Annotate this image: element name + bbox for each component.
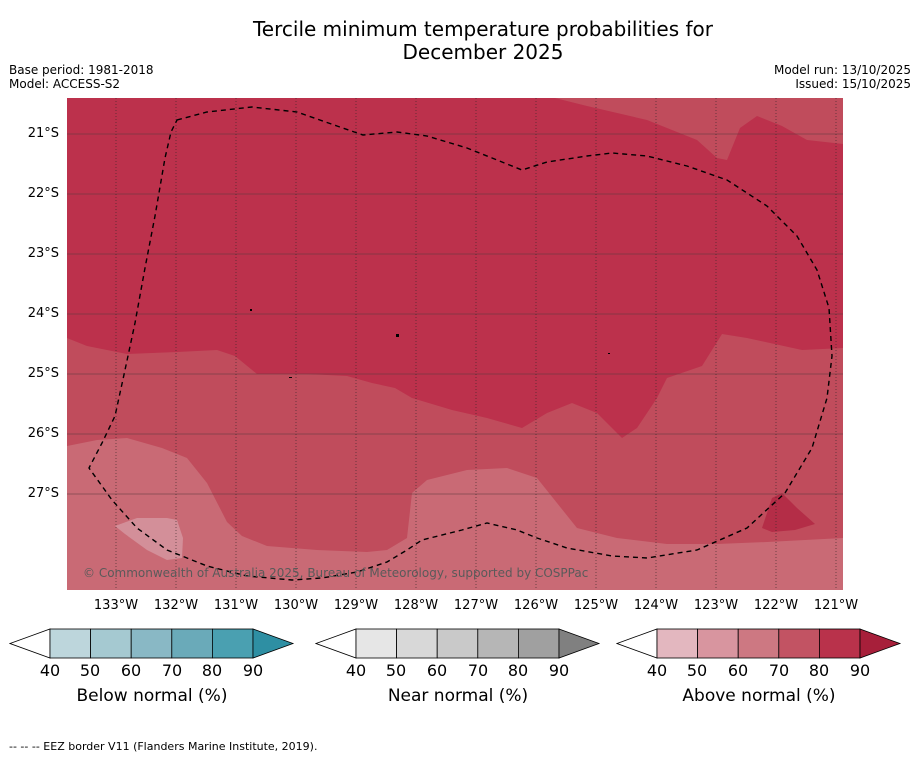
tick: 90 bbox=[242, 661, 264, 680]
colorbar-segment bbox=[737, 628, 780, 659]
tick: 80 bbox=[201, 661, 223, 680]
colorbar-near bbox=[315, 628, 601, 659]
lat-label: 21°S bbox=[27, 126, 59, 141]
colorbar-segment bbox=[477, 628, 519, 659]
eez-legend-note: -- -- -- EEZ border V11 (Flanders Marine… bbox=[9, 740, 318, 753]
colorbar-segment bbox=[49, 628, 91, 659]
eez-border bbox=[88, 106, 833, 581]
lat-label: 22°S bbox=[27, 186, 59, 201]
colorbar-extend-low bbox=[315, 628, 357, 659]
lat-label: 25°S bbox=[27, 366, 59, 381]
model-run: Model run: 13/10/2025 bbox=[773, 63, 911, 77]
title-line-1: Tercile minimum temperature probabilitie… bbox=[252, 17, 714, 41]
island-speck bbox=[396, 334, 399, 337]
colorbar-segment bbox=[656, 628, 698, 659]
tick: 40 bbox=[646, 661, 668, 680]
issued-date: Issued: 15/10/2025 bbox=[795, 77, 911, 91]
model-name: Model: ACCESS-S2 bbox=[9, 77, 121, 91]
colorbar-label-above: Above normal (%) bbox=[682, 686, 836, 706]
colorbar-segment bbox=[818, 628, 861, 659]
tick: 60 bbox=[120, 661, 142, 680]
colorbar-segment bbox=[436, 628, 479, 659]
tick: 70 bbox=[768, 661, 790, 680]
colorbar-below bbox=[9, 628, 295, 659]
colorbar-segment bbox=[355, 628, 397, 659]
lat-label: 23°S bbox=[27, 246, 59, 261]
colorbar-extend-low bbox=[616, 628, 658, 659]
lon-label: 121°W bbox=[813, 598, 859, 613]
lon-label: 131°W bbox=[213, 598, 259, 613]
tick: 80 bbox=[808, 661, 830, 680]
lon-label: 128°W bbox=[393, 598, 439, 613]
tick: 50 bbox=[686, 661, 708, 680]
lat-gridlines bbox=[67, 133, 843, 495]
base-period: Base period: 1981-2018 bbox=[9, 63, 154, 77]
colorbar-segment bbox=[90, 628, 132, 659]
lat-label: 26°S bbox=[27, 426, 59, 441]
tick: 50 bbox=[385, 661, 407, 680]
band-50-60 bbox=[115, 518, 183, 560]
colorbar-label-below: Below normal (%) bbox=[76, 686, 228, 706]
tick: 40 bbox=[39, 661, 61, 680]
lon-label: 130°W bbox=[273, 598, 319, 613]
colorbar-above bbox=[616, 628, 902, 659]
tick: 60 bbox=[727, 661, 749, 680]
tick: 70 bbox=[161, 661, 183, 680]
lat-label: 24°S bbox=[27, 306, 59, 321]
tick: 90 bbox=[849, 661, 871, 680]
colorbar-extend-high bbox=[859, 628, 902, 659]
lon-gridlines bbox=[115, 98, 837, 590]
lon-label: 127°W bbox=[453, 598, 499, 613]
lon-label: 126°W bbox=[513, 598, 559, 613]
meta-left: Base period: 1981-2018 Model: ACCESS-S2 bbox=[9, 63, 154, 91]
colorbar-segment bbox=[778, 628, 820, 659]
colorbar-segment bbox=[697, 628, 739, 659]
tick: 80 bbox=[507, 661, 529, 680]
colorbar-extend-low bbox=[9, 628, 51, 659]
band-80-90 bbox=[67, 98, 843, 438]
copyright-notice: © Commonwealth of Australia 2025, Bureau… bbox=[83, 566, 589, 580]
colorbar-extend-high bbox=[558, 628, 601, 659]
tick: 40 bbox=[345, 661, 367, 680]
lon-label: 124°W bbox=[633, 598, 679, 613]
island-speck bbox=[250, 309, 252, 311]
island-speck bbox=[289, 377, 292, 378]
band-60-70 bbox=[67, 438, 843, 590]
tick: 60 bbox=[426, 661, 448, 680]
map-title: Tercile minimum temperature probabilitie… bbox=[0, 18, 919, 64]
colorbar-label-near: Near normal (%) bbox=[387, 686, 529, 706]
island-speck bbox=[608, 353, 610, 354]
colorbar-extend-high bbox=[252, 628, 295, 659]
colorbar-segment bbox=[171, 628, 213, 659]
tick: 70 bbox=[467, 661, 489, 680]
probability-map bbox=[67, 98, 843, 590]
tick: 90 bbox=[548, 661, 570, 680]
colorbar-segment bbox=[211, 628, 254, 659]
tick: 50 bbox=[79, 661, 101, 680]
title-line-2: December 2025 bbox=[402, 40, 564, 64]
colorbar-segment bbox=[517, 628, 560, 659]
colorbar-segment bbox=[130, 628, 173, 659]
lon-label: 132°W bbox=[153, 598, 199, 613]
lat-label: 27°S bbox=[27, 486, 59, 501]
lon-label: 125°W bbox=[573, 598, 619, 613]
meta-right: Model run: 13/10/2025 Issued: 15/10/2025 bbox=[774, 63, 911, 91]
colorbar-segment bbox=[396, 628, 438, 659]
lon-label: 122°W bbox=[753, 598, 799, 613]
lon-label: 123°W bbox=[693, 598, 739, 613]
lon-label: 133°W bbox=[93, 598, 139, 613]
lon-label: 129°W bbox=[333, 598, 379, 613]
